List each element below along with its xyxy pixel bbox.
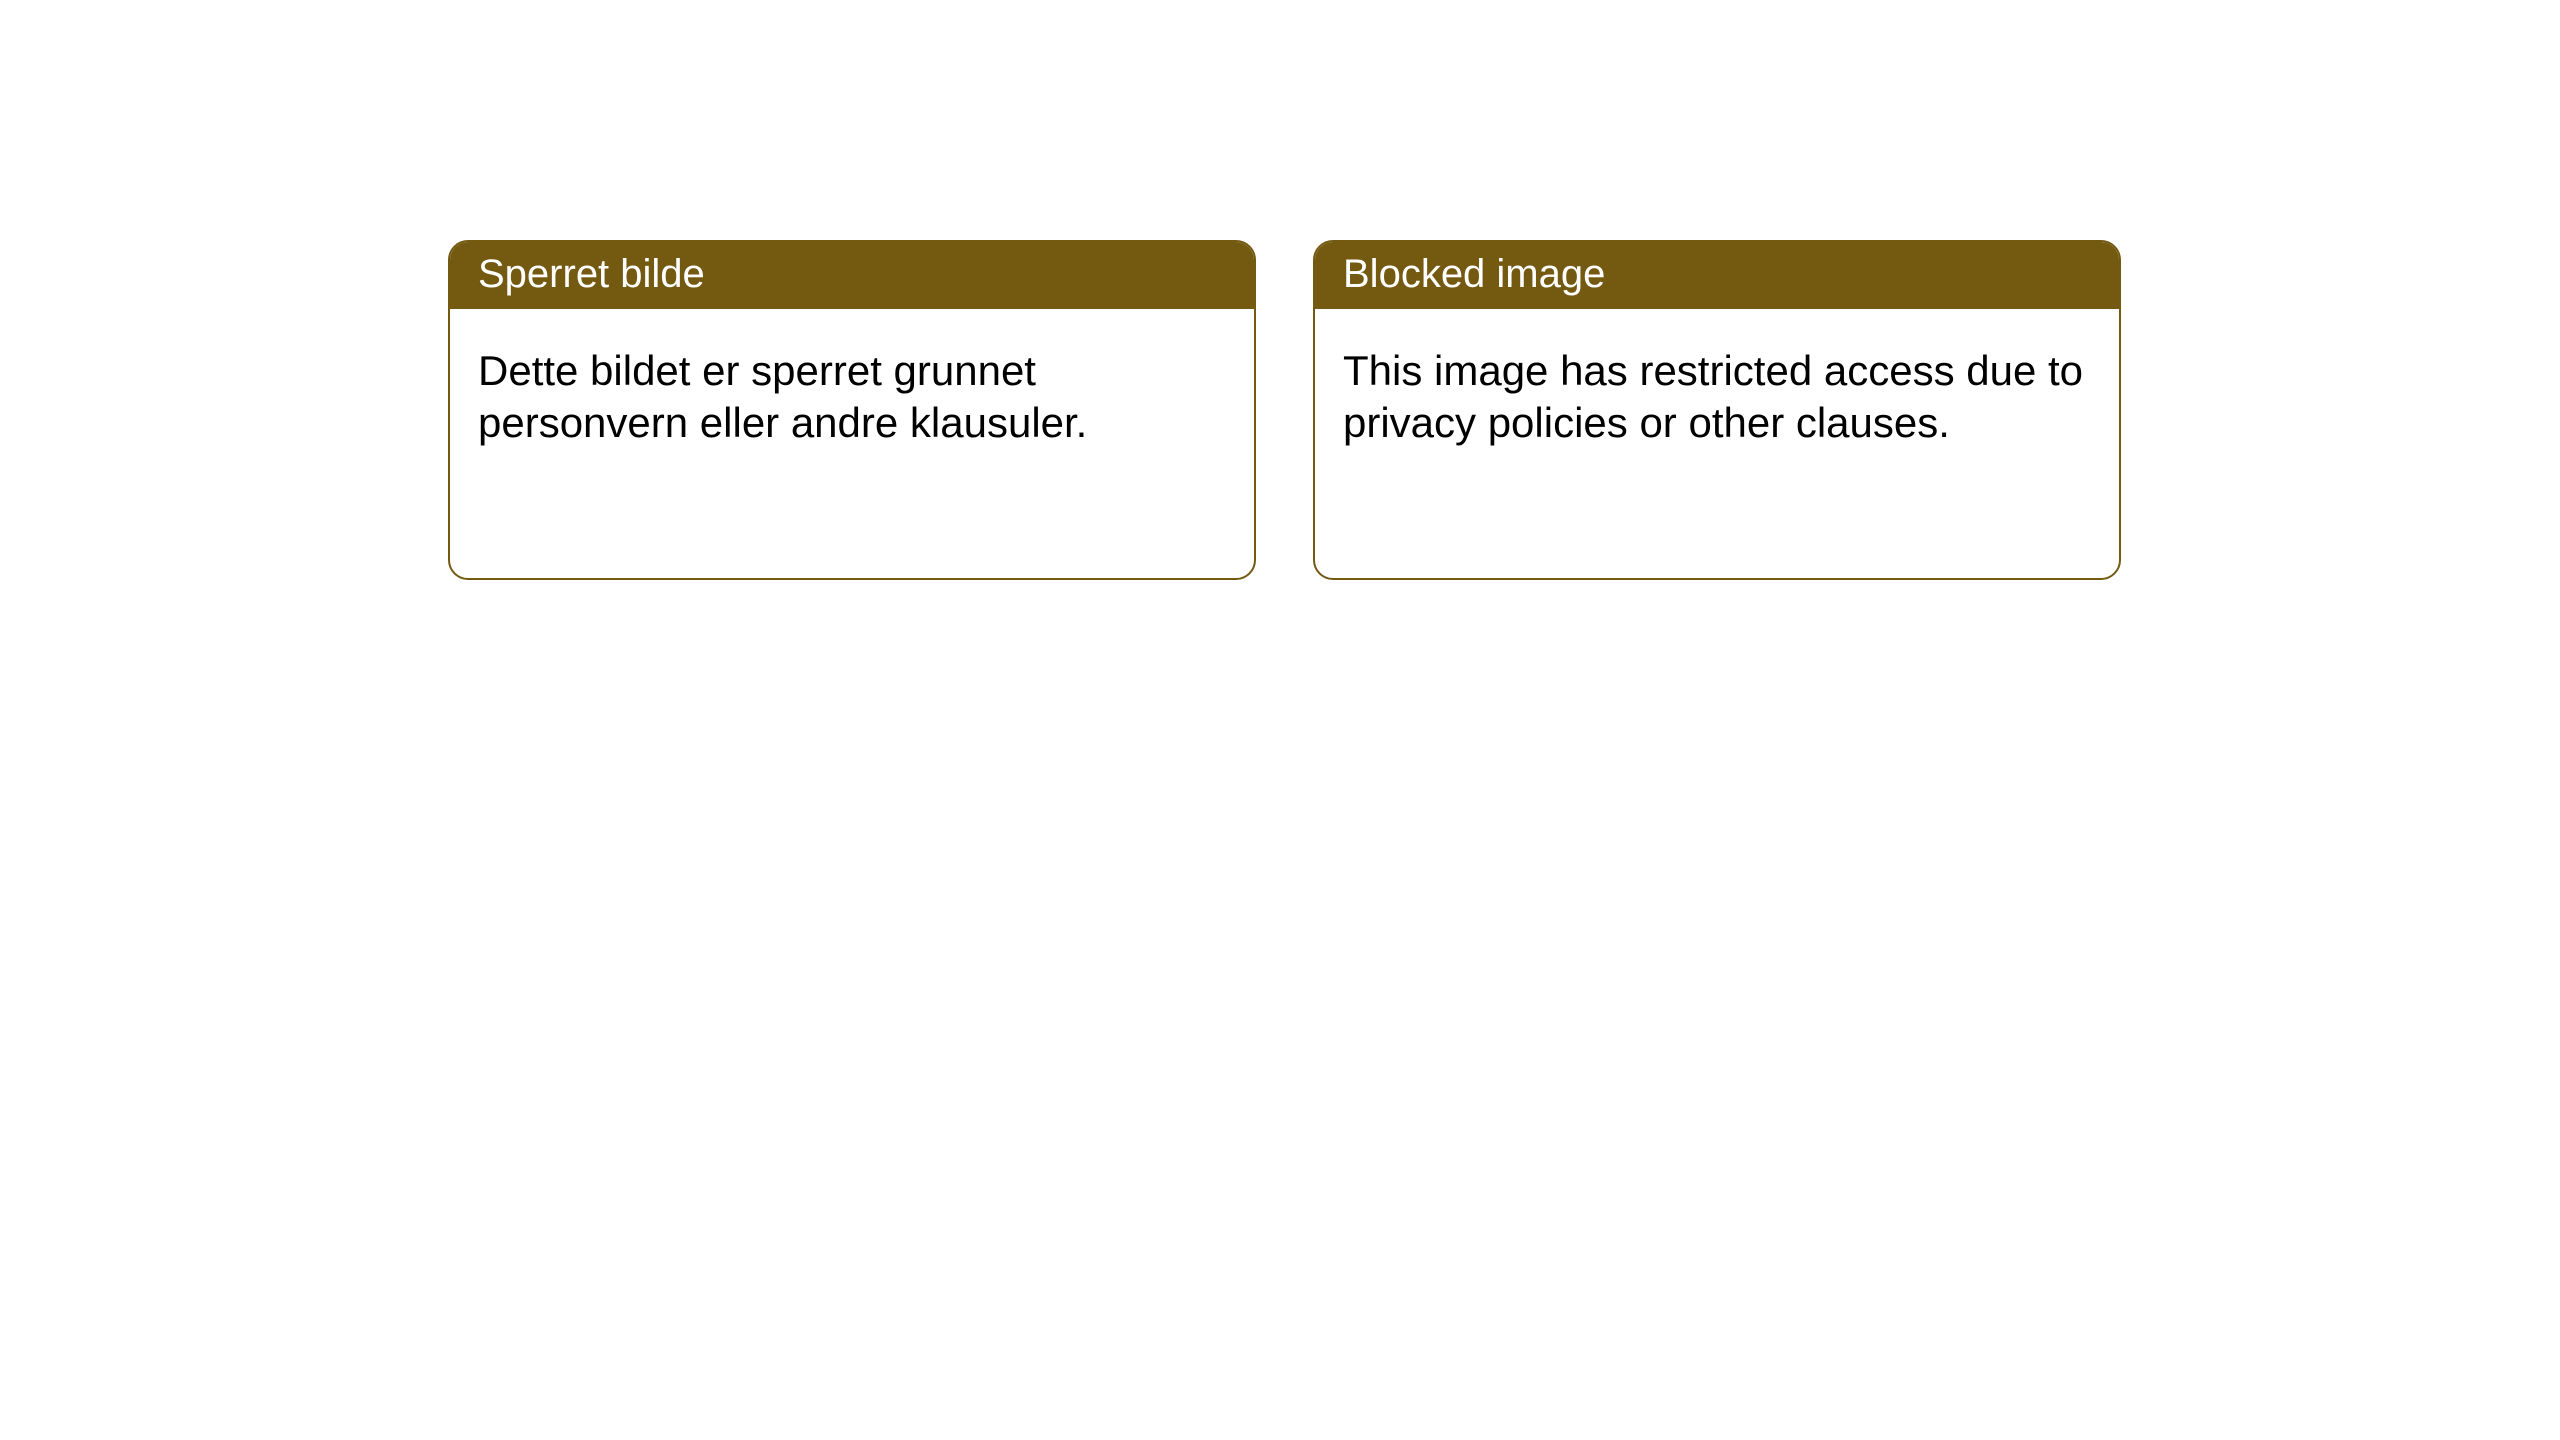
notice-box-norwegian: Sperret bilde Dette bildet er sperret gr… [448,240,1256,580]
notice-header: Sperret bilde [450,242,1254,309]
notice-container: Sperret bilde Dette bildet er sperret gr… [0,0,2560,580]
notice-body: Dette bildet er sperret grunnet personve… [450,309,1254,477]
notice-body: This image has restricted access due to … [1315,309,2119,477]
notice-header: Blocked image [1315,242,2119,309]
notice-box-english: Blocked image This image has restricted … [1313,240,2121,580]
